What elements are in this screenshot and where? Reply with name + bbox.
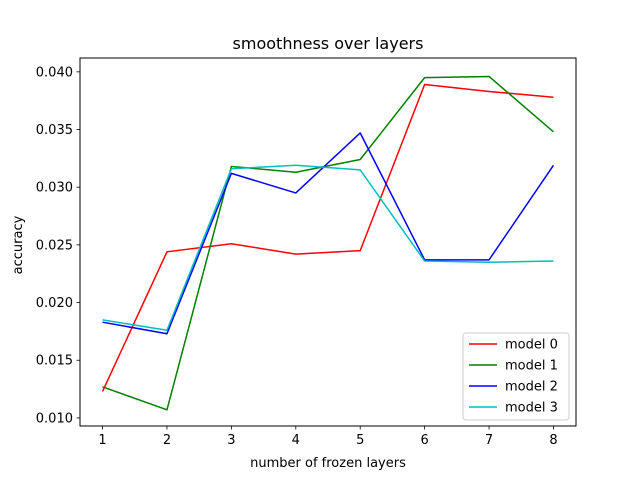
plot-frame — [79, 57, 577, 427]
legend-box — [462, 332, 570, 421]
y-axis-label: accuracy — [11, 215, 26, 274]
legend-label: model 3 — [505, 401, 558, 416]
x-tick-label: 6 — [420, 433, 428, 448]
y-tick-label: 0.035 — [36, 123, 73, 138]
chart-title: smoothness over layers — [233, 34, 424, 53]
x-tick-label: 1 — [98, 433, 106, 448]
series-line-model-2 — [102, 132, 555, 335]
ticks-layer: 1 2 3 4 5 6 7 8 0.010 0.015 0.020 0.025 0.030 0.035 0.… — [36, 65, 558, 448]
x-tick-label: 2 — [163, 433, 171, 448]
x-tick-label: 5 — [356, 433, 364, 448]
y-tick-label: 0.010 — [36, 411, 73, 426]
x-axis-label: number of frozen layers — [250, 456, 406, 471]
series-line-model-0 — [101, 83, 554, 392]
y-tick-label: 0.025 — [36, 238, 73, 253]
y-tick-label: 0.030 — [36, 181, 73, 196]
series-line-model-1 — [102, 75, 554, 411]
x-tick-label: 3 — [227, 433, 235, 448]
y-tick-label: 0.015 — [36, 354, 73, 369]
series-layer — [101, 75, 555, 411]
x-tick-label: 4 — [292, 433, 300, 448]
legend-label: model 2 — [505, 380, 558, 395]
x-tick-label: 8 — [549, 433, 557, 448]
y-tick-label: 0.020 — [36, 296, 73, 311]
x-tick-label: 7 — [485, 433, 493, 448]
y-tick-label: 0.040 — [36, 65, 73, 80]
legend-label: model 0 — [505, 338, 558, 353]
legend-label: model 1 — [505, 359, 558, 374]
legend: model 0 model 1 model 2 model 3 — [462, 332, 570, 421]
series-line-model-3 — [102, 164, 554, 331]
